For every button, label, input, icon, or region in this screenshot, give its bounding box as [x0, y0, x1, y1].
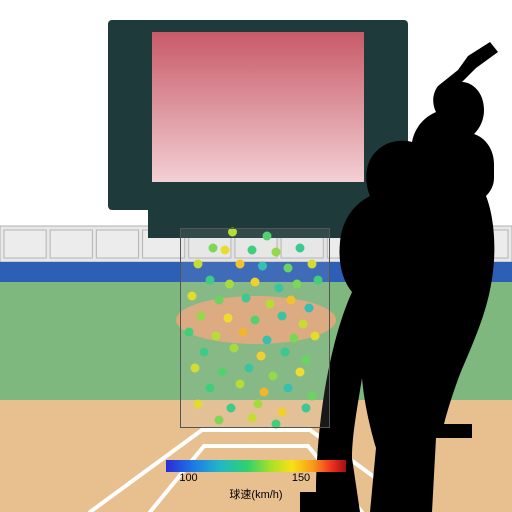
colorbar-tick: 150 — [292, 472, 310, 484]
colorbar-ticks: 100 150 — [166, 472, 346, 486]
strike-zone — [180, 228, 330, 428]
colorbar-tick: 100 — [179, 472, 197, 484]
chart-root: 100 150 球速(km/h) — [0, 0, 512, 512]
colorbar: 100 150 球速(km/h) — [166, 460, 346, 502]
colorbar-label: 球速(km/h) — [229, 486, 282, 502]
colorbar-gradient — [166, 460, 346, 472]
